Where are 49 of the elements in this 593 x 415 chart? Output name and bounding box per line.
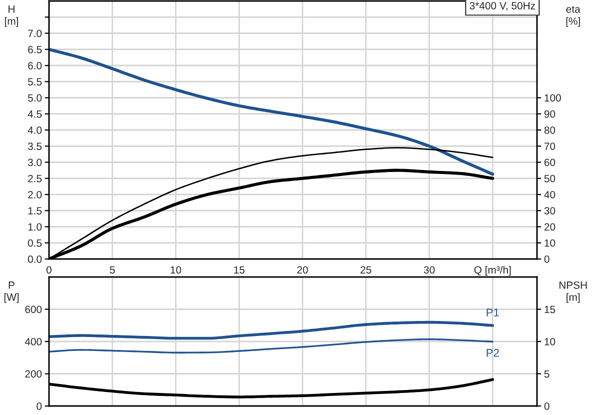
y-tick-label: 4.5 bbox=[28, 110, 42, 118]
y2-tick-label: 15 bbox=[544, 306, 556, 314]
y-axis-title: H [m] bbox=[5, 6, 18, 27]
x-tick-label: Q [m³/h] bbox=[474, 266, 511, 276]
x-tick-label: 30 bbox=[424, 266, 435, 274]
x-tick-label: 25 bbox=[360, 266, 372, 274]
y-axis-title: P [W] bbox=[4, 282, 19, 303]
y2-tick-label: 90 bbox=[544, 110, 556, 118]
y-tick-label: 4.0 bbox=[28, 126, 42, 134]
y2-tick-label: 60 bbox=[544, 158, 556, 166]
y-tick-label: 0 bbox=[36, 402, 42, 410]
y-tick-label: 600 bbox=[25, 306, 42, 314]
y-tick-label: 5.5 bbox=[28, 78, 42, 86]
y2-tick-label: 80 bbox=[544, 126, 556, 134]
x-tick-label: 5 bbox=[110, 266, 115, 274]
y-tick-label: 3.0 bbox=[28, 158, 42, 166]
y2-tick-label: 10 bbox=[544, 338, 556, 346]
y2-tick-label: 100 bbox=[544, 94, 561, 102]
y2-axis-title: eta [%] bbox=[566, 6, 580, 27]
y2-axis-title: NPSH [m] bbox=[559, 281, 587, 303]
series-label: P2 bbox=[486, 348, 499, 357]
chart-title: 3*400 V, 50Hz bbox=[470, 2, 536, 11]
y-tick-label: 0.0 bbox=[28, 256, 42, 263]
y-tick-label: 200 bbox=[25, 370, 42, 378]
y-tick-label: 0.5 bbox=[28, 239, 42, 247]
y-tick-label: 3.5 bbox=[28, 142, 42, 150]
y-tick-label: 6.5 bbox=[28, 46, 42, 54]
y-tick-label: 1.5 bbox=[28, 207, 42, 214]
y2-tick-label: 0 bbox=[544, 402, 550, 410]
x-tick-label: 20 bbox=[297, 266, 308, 274]
y-tick-label: 400 bbox=[24, 338, 42, 346]
x-tick-label: 15 bbox=[234, 266, 244, 274]
y-tick-label: 2.5 bbox=[28, 174, 42, 182]
y-tick-label: 5.0 bbox=[28, 94, 42, 102]
y2-tick-label: 40 bbox=[544, 191, 556, 198]
y2-tick-label: 20 bbox=[544, 223, 556, 231]
y2-tick-label: 50 bbox=[544, 174, 556, 182]
y-tick-label: 6.0 bbox=[28, 62, 42, 70]
y2-tick-label: 10 bbox=[544, 239, 556, 247]
y-tick-label: 7.0 bbox=[28, 30, 42, 38]
y2-tick-label: 0 bbox=[544, 256, 550, 263]
series-label: P1 bbox=[486, 308, 499, 316]
y2-tick-label: 30 bbox=[544, 207, 556, 214]
x-tick-label: 0 bbox=[46, 266, 52, 274]
x-tick-label: 10 bbox=[170, 266, 182, 274]
y2-tick-label: 5 bbox=[544, 370, 550, 378]
y-tick-label: 1.0 bbox=[28, 223, 42, 231]
y2-tick-label: 70 bbox=[544, 142, 556, 150]
y-tick-label: 2.0 bbox=[28, 191, 42, 198]
